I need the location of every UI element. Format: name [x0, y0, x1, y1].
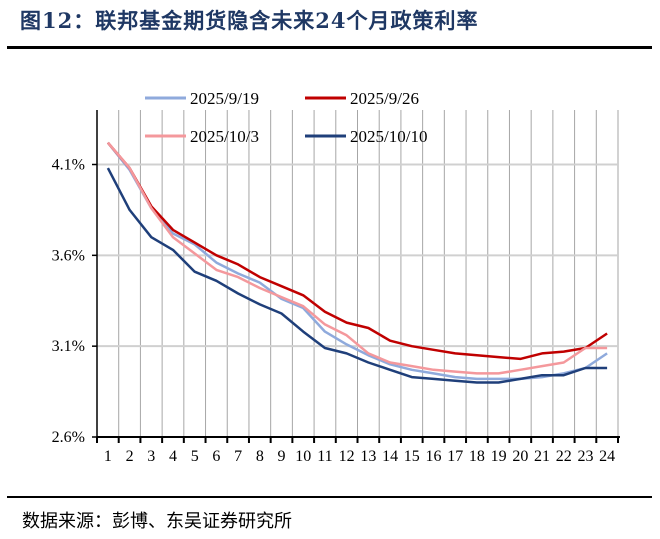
- legend-label: 2025/9/19: [190, 89, 259, 108]
- legend-item: 2025/9/19: [145, 89, 259, 108]
- x-tick-label: 11: [317, 448, 332, 465]
- x-tick-label: 19: [491, 448, 507, 465]
- y-tick-label: 2.6%: [52, 429, 85, 446]
- gridlines: [97, 110, 619, 437]
- x-tick-label: 16: [425, 448, 441, 465]
- y-tick-label: 3.6%: [52, 247, 85, 264]
- series-line-2025/10/10: [106, 167, 608, 384]
- x-tick-label: 7: [234, 448, 242, 465]
- x-tick-label: 9: [278, 448, 286, 465]
- x-tick-label: 14: [382, 448, 398, 465]
- x-tick-label: 3: [147, 448, 155, 465]
- series-lines: [106, 141, 608, 384]
- y-tick-label: 4.1%: [52, 157, 85, 174]
- legend-item: 2025/10/10: [305, 127, 427, 146]
- x-tick-label: 21: [534, 448, 550, 465]
- series-line-2025/9/26: [106, 141, 608, 361]
- x-tick-label: 5: [191, 448, 199, 465]
- x-tick-label: 18: [469, 448, 485, 465]
- series-line-2025/10/3: [106, 141, 608, 375]
- x-tick-label: 4: [169, 448, 177, 465]
- legend-label: 2025/9/26: [350, 89, 419, 108]
- source-note: 数据来源：彭博、东吴证券研究所: [22, 511, 292, 532]
- legend-label: 2025/10/3: [190, 127, 259, 146]
- legend-item: 2025/9/26: [305, 89, 419, 108]
- x-tick-label: 23: [577, 448, 593, 465]
- x-tick-label: 20: [512, 448, 528, 465]
- y-tick-label: 3.1%: [52, 338, 85, 355]
- title-divider: [7, 46, 652, 49]
- figure-title: 图12：联邦基金期货隐含未来24个月政策利率: [20, 8, 479, 33]
- x-tick-label: 12: [339, 448, 355, 465]
- x-tick-label: 15: [404, 448, 420, 465]
- x-tick-label: 8: [256, 448, 264, 465]
- footer-divider: [7, 496, 652, 498]
- x-tick-label: 6: [212, 448, 220, 465]
- legend: 2025/9/19 2025/9/26 2025/10/3 2025/10/10: [145, 89, 427, 146]
- axes: 2.6%3.1%3.6%4.1%1 2 3 4 5 6 7 8 9 10 11 12 13 14 15 16 1…: [52, 110, 620, 465]
- legend-item: 2025/10/3: [145, 127, 259, 146]
- x-tick-label: 24: [599, 448, 615, 465]
- legend-label: 2025/10/10: [350, 127, 427, 146]
- x-tick-label: 2: [126, 448, 134, 465]
- x-tick-label: 17: [447, 448, 463, 465]
- x-tick-label: 1: [104, 448, 112, 465]
- x-tick-label: 10: [295, 448, 311, 465]
- x-tick-label: 22: [556, 448, 572, 465]
- x-tick-label: 13: [360, 448, 376, 465]
